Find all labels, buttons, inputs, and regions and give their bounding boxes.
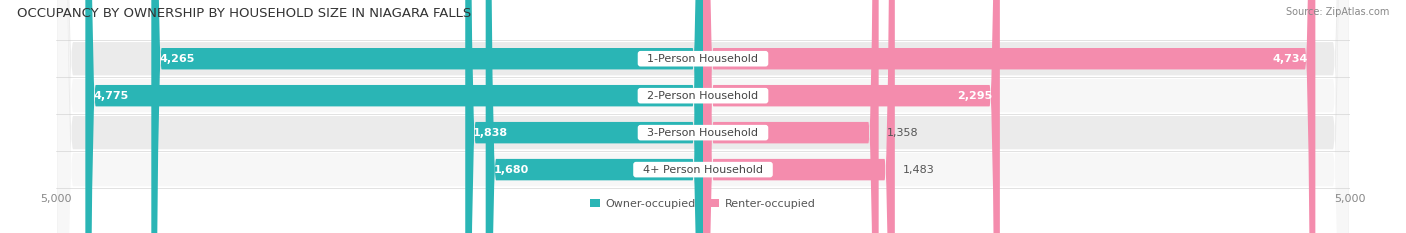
FancyBboxPatch shape [465,0,703,233]
Text: 2-Person Household: 2-Person Household [641,91,765,101]
Text: 2,295: 2,295 [957,91,993,101]
FancyBboxPatch shape [58,0,1348,233]
FancyBboxPatch shape [703,0,894,233]
FancyBboxPatch shape [152,0,703,233]
Text: OCCUPANCY BY OWNERSHIP BY HOUSEHOLD SIZE IN NIAGARA FALLS: OCCUPANCY BY OWNERSHIP BY HOUSEHOLD SIZE… [17,7,471,20]
Text: 4+ Person Household: 4+ Person Household [636,165,770,175]
Text: 4,734: 4,734 [1272,54,1308,64]
Text: 1,838: 1,838 [472,128,508,138]
Text: 3-Person Household: 3-Person Household [641,128,765,138]
Text: 1,358: 1,358 [886,128,918,138]
FancyBboxPatch shape [58,0,1348,233]
Text: 1,680: 1,680 [494,165,529,175]
Legend: Owner-occupied, Renter-occupied: Owner-occupied, Renter-occupied [586,194,820,213]
FancyBboxPatch shape [703,0,1316,233]
FancyBboxPatch shape [86,0,703,233]
FancyBboxPatch shape [58,0,1348,233]
FancyBboxPatch shape [703,0,1000,233]
FancyBboxPatch shape [703,0,879,233]
FancyBboxPatch shape [58,0,1348,233]
FancyBboxPatch shape [485,0,703,233]
Text: 4,775: 4,775 [93,91,128,101]
Text: Source: ZipAtlas.com: Source: ZipAtlas.com [1285,7,1389,17]
Text: 1,483: 1,483 [903,165,935,175]
Text: 4,265: 4,265 [159,54,194,64]
Text: 1-Person Household: 1-Person Household [641,54,765,64]
